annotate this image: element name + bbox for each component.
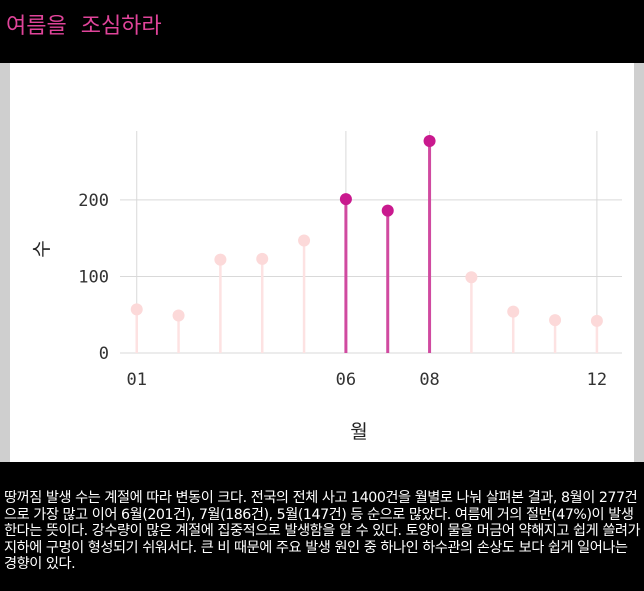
data-point: [590, 314, 603, 327]
y-axis-title: 수: [31, 240, 53, 257]
data-point: [549, 314, 562, 327]
y-tick-label: 200: [78, 191, 109, 211]
data-point: [465, 271, 478, 284]
y-tick-label: 0: [99, 344, 109, 364]
data-point: [172, 309, 185, 322]
x-axis-title: 월: [350, 421, 367, 443]
y-tick-label: 100: [78, 267, 109, 287]
x-tick-label: 12: [587, 370, 607, 390]
data-point: [130, 303, 143, 316]
data-point: [256, 252, 269, 265]
lollipop-chart: 0 100 200 01 06 08 12 월 수: [31, 131, 622, 443]
page-title: 여름을 조심하라: [6, 14, 162, 39]
data-point: [507, 305, 520, 318]
x-tick-label: 06: [336, 370, 356, 390]
highlighted-point: [339, 193, 352, 206]
data-point: [214, 253, 227, 266]
highlighted-point: [423, 134, 436, 147]
x-tick-label: 08: [419, 370, 439, 390]
chart-caption: 땅꺼짐 발생 수는 계절에 따라 변동이 크다. 전국의 전체 사고 1400건…: [4, 490, 641, 573]
highlighted-point: [381, 204, 394, 217]
data-point: [298, 234, 311, 247]
chart-panel: 0 100 200 01 06 08 12 월 수: [0, 63, 644, 462]
x-tick-label: 01: [126, 370, 146, 390]
